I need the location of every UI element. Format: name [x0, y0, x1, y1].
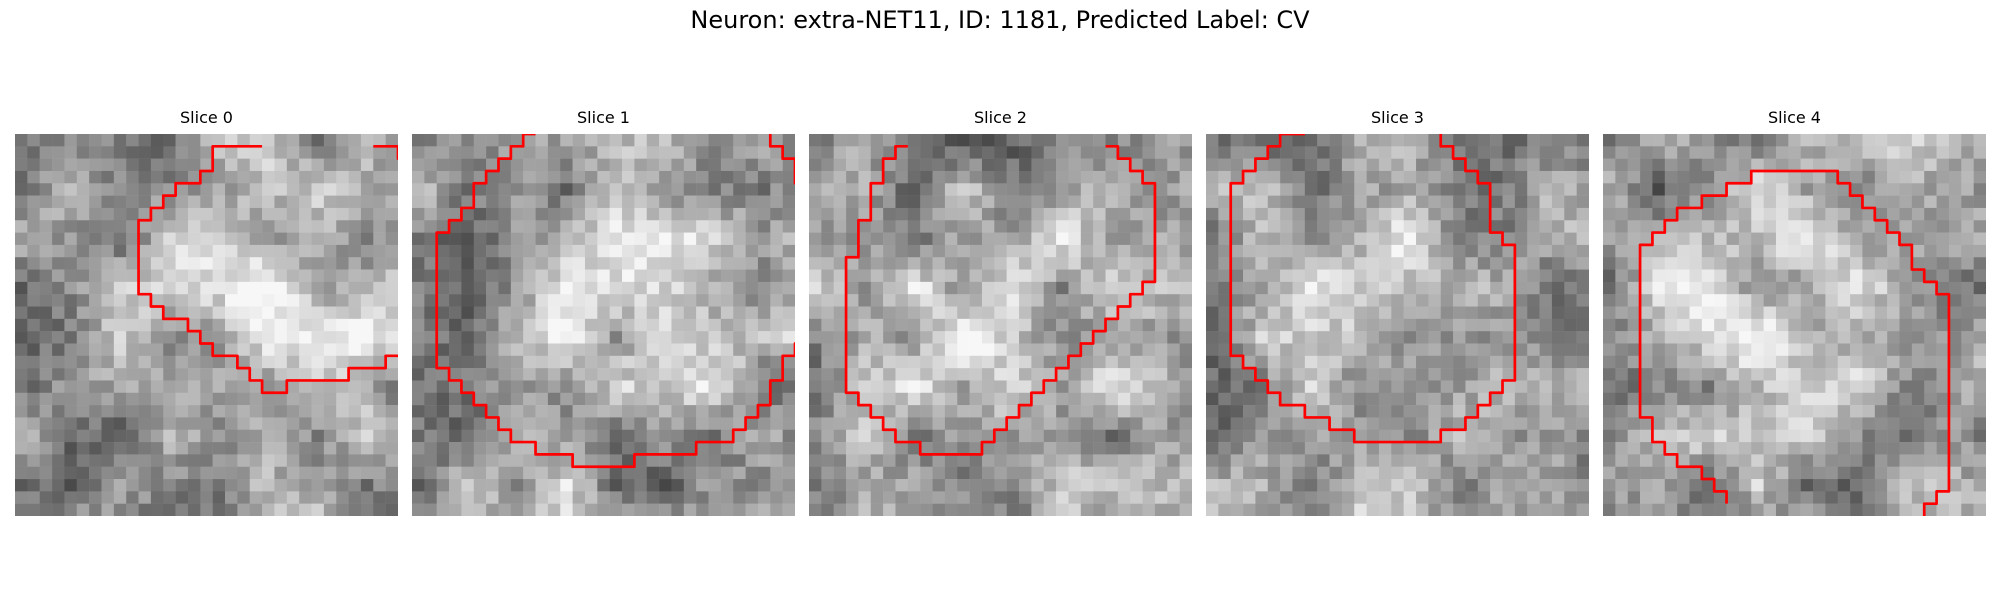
slice-title: Slice 2 [809, 108, 1192, 127]
microscopy-slice-image [15, 134, 398, 516]
microscopy-slice-image [412, 134, 795, 516]
microscopy-slice-image [1603, 134, 1986, 516]
slice-title: Slice 0 [15, 108, 398, 127]
microscopy-slice-image [1206, 134, 1589, 516]
slice-title: Slice 3 [1206, 108, 1589, 127]
figure-title: Neuron: extra-NET11, ID: 1181, Predicted… [0, 6, 2000, 34]
slice-title: Slice 4 [1603, 108, 1986, 127]
slice-title: Slice 1 [412, 108, 795, 127]
microscopy-slice-image [809, 134, 1192, 516]
